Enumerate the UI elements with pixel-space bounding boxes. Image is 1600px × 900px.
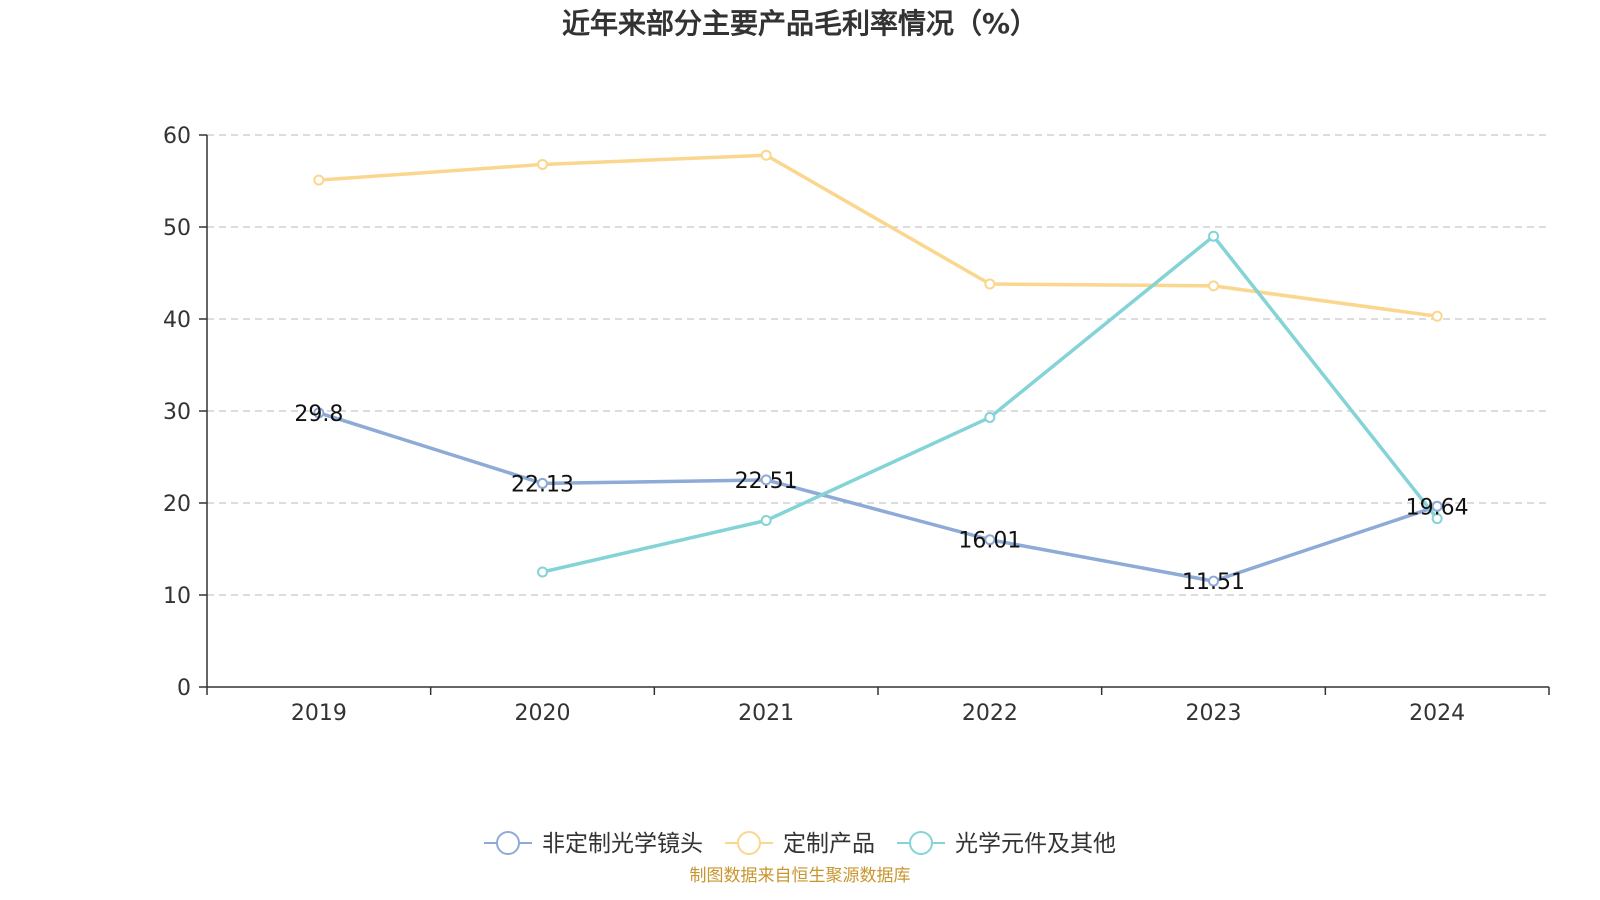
data-point[interactable] bbox=[537, 566, 548, 578]
grid-lines bbox=[207, 134, 1549, 596]
series-line-1 bbox=[317, 411, 1439, 583]
data-point[interactable] bbox=[313, 174, 325, 186]
data-labels: 29.8 22.13 22.51 16.01 11.51 19.64 bbox=[294, 402, 1468, 595]
y-tick-label: 50 bbox=[163, 216, 191, 241]
legend-item[interactable]: 光学元件及其他 bbox=[897, 831, 1116, 857]
data-label: 19.64 bbox=[1406, 495, 1469, 520]
y-tick-label: 40 bbox=[163, 308, 191, 333]
legend-marker-icon bbox=[496, 831, 520, 855]
data-point[interactable] bbox=[537, 477, 548, 489]
legend-label: 定制产品 bbox=[783, 831, 875, 857]
data-point[interactable] bbox=[1431, 500, 1443, 512]
data-label: 22.13 bbox=[511, 472, 574, 497]
data-point[interactable] bbox=[1431, 310, 1443, 322]
legend-marker-icon bbox=[909, 831, 933, 855]
data-point[interactable] bbox=[1431, 513, 1443, 525]
x-tick-label: 2020 bbox=[515, 701, 571, 726]
legend-label: 光学元件及其他 bbox=[955, 831, 1116, 857]
data-point[interactable] bbox=[1208, 575, 1219, 587]
y-tick-label: 0 bbox=[177, 676, 191, 701]
data-label: 16.01 bbox=[958, 529, 1021, 554]
source-note: 制图数据来自恒生聚源数据库 bbox=[690, 866, 911, 886]
axes: 0 10 20 30 40 50 60 2019 2020 2021 2022 2023 2024 bbox=[163, 124, 1550, 726]
data-point[interactable] bbox=[537, 158, 548, 170]
data-point[interactable] bbox=[313, 407, 325, 419]
legend-item[interactable]: 定制产品 bbox=[725, 831, 875, 857]
data-point[interactable] bbox=[760, 514, 772, 526]
x-tick-label: 2022 bbox=[962, 701, 1018, 726]
data-point[interactable] bbox=[1208, 280, 1219, 292]
x-tick-label: 2024 bbox=[1409, 701, 1465, 726]
y-tick-label: 60 bbox=[163, 124, 191, 149]
data-label: 11.51 bbox=[1182, 570, 1245, 595]
data-point[interactable] bbox=[1208, 230, 1219, 242]
data-point[interactable] bbox=[760, 474, 772, 486]
chart-title: 近年来部分主要产品毛利率情况（%） bbox=[562, 7, 1038, 40]
y-tick-label: 10 bbox=[163, 584, 191, 609]
series-line-2 bbox=[317, 153, 1439, 318]
data-point[interactable] bbox=[984, 534, 996, 546]
legend[interactable]: 非定制光学镜头 定制产品 光学元件及其他 bbox=[484, 831, 1116, 857]
data-point[interactable] bbox=[984, 278, 996, 290]
data-point[interactable] bbox=[984, 411, 996, 423]
data-label: 22.51 bbox=[735, 469, 798, 494]
y-tick-label: 30 bbox=[163, 400, 191, 425]
legend-marker-icon bbox=[737, 831, 761, 855]
x-tick-label: 2019 bbox=[291, 701, 347, 726]
data-point[interactable] bbox=[760, 149, 772, 161]
x-tick-label: 2023 bbox=[1186, 701, 1242, 726]
x-tick-label: 2021 bbox=[738, 701, 794, 726]
data-label: 29.8 bbox=[294, 402, 343, 427]
legend-label: 非定制光学镜头 bbox=[542, 831, 703, 857]
series-lines bbox=[313, 149, 1443, 587]
legend-item[interactable]: 非定制光学镜头 bbox=[484, 831, 703, 857]
y-tick-label: 20 bbox=[163, 492, 191, 517]
